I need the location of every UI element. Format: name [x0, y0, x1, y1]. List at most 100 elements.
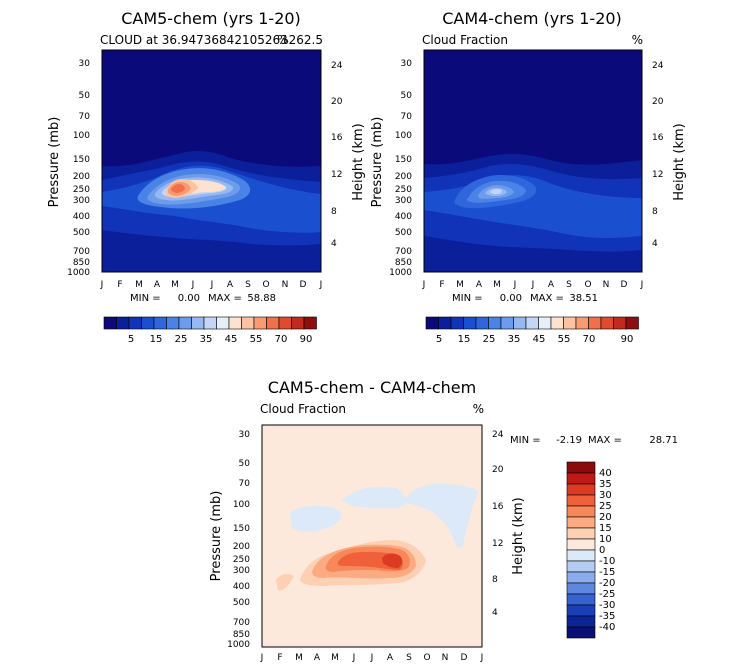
- panel-cam4: CAM4-chem (yrs 1-20) Cloud Fraction % 30…: [370, 9, 687, 345]
- panel3-month-0: J: [260, 653, 264, 663]
- panel1-month-0: J: [100, 280, 104, 290]
- cb2-swatch: [500, 316, 514, 330]
- panel2-ylabel: Pressure (mb): [370, 117, 385, 208]
- panel2-month-1: F: [439, 280, 444, 290]
- panel3-month-5: J: [352, 653, 356, 663]
- panel2-month-ticks: J F M A M J J A S O N D J: [422, 280, 644, 290]
- cb1-swatch: [216, 316, 230, 330]
- cb3-swatch: [566, 472, 596, 485]
- panel2-month-7: A: [548, 280, 555, 290]
- panel-cam5: CAM5-chem (yrs 1-20) CLOUD at 36.9473684…: [47, 9, 366, 345]
- panel2-cb-label-35: 35: [508, 334, 521, 345]
- panel1-month-ticks: J F M A M J J A S O N D J: [100, 280, 323, 290]
- panel1-ptick-150: 150: [73, 155, 90, 165]
- panel2-colorbar: [425, 316, 639, 330]
- panel2-max-label: MAX =: [530, 293, 564, 304]
- cb2-swatch: [425, 316, 439, 330]
- panel2-htick-4: 4: [652, 239, 658, 249]
- cb3-swatch: [566, 516, 596, 529]
- panel2-left-ticks: 30 50 70 100 150 200 250 300 400 500 700…: [389, 59, 412, 278]
- cb3-swatch: [566, 615, 596, 628]
- panel1-month-4: M: [171, 280, 179, 290]
- panel2-cb-label-45: 45: [533, 334, 546, 345]
- cb3-swatch: [566, 593, 596, 606]
- panel3-ptick-850: 850: [233, 630, 250, 640]
- cb3-swatch: [566, 527, 596, 540]
- panel3-right-ticks: 24 20 16 12 8 4: [492, 430, 504, 618]
- panel3-ptick-700: 700: [233, 618, 250, 628]
- panel2-title: CAM4-chem (yrs 1-20): [442, 9, 622, 28]
- panel2-cb-label-25: 25: [483, 334, 496, 345]
- panel1-ptick-400: 400: [73, 212, 90, 222]
- panel1-ptick-850: 850: [73, 258, 90, 268]
- panel2-month-4: M: [493, 280, 501, 290]
- panel1-cb-label-5: 5: [128, 334, 134, 345]
- panel3-cb-label-15: 15: [599, 523, 612, 534]
- panel2-month-6: J: [531, 280, 535, 290]
- cb1-swatch: [228, 316, 242, 330]
- panel3-min-label: MIN =: [510, 435, 541, 446]
- panel2-ptick-500: 500: [395, 228, 412, 238]
- panel1-min-label: MIN =: [130, 293, 161, 304]
- panel3-month-8: S: [406, 653, 412, 663]
- cb3-swatch: [566, 483, 596, 496]
- panel2-max-value: 38.51: [569, 293, 598, 304]
- panel1-htick-4: 4: [331, 239, 337, 249]
- panel2-cb-label-5: 5: [436, 334, 442, 345]
- panel3-month-3: A: [314, 653, 321, 663]
- panel3-cb-label-neg20: -20: [599, 578, 615, 589]
- panel2-month-3: A: [476, 280, 483, 290]
- panel1-ptick-50: 50: [79, 91, 91, 101]
- panel3-cb-label-neg15: -15: [599, 567, 615, 578]
- panel1-ptick-500: 500: [73, 228, 90, 238]
- panel3-month-2: M: [295, 653, 303, 663]
- panel2-y2label: Height (km): [672, 123, 687, 200]
- panel3-htick-16: 16: [492, 502, 504, 512]
- panel3-month-6: J: [370, 653, 374, 663]
- panel1-month-3: A: [154, 280, 161, 290]
- panel2-right-ticks: 24 20 16 12 8 4: [652, 61, 664, 249]
- panel3-contour-field: [262, 425, 482, 647]
- panel2-ptick-200: 200: [395, 172, 412, 182]
- panel1-htick-8: 8: [331, 207, 337, 217]
- cb3-swatch: [566, 582, 596, 595]
- cb2-swatch: [550, 316, 564, 330]
- panel3-htick-4: 4: [492, 608, 498, 618]
- cb1-swatch: [103, 316, 117, 330]
- panel2-subtitle: Cloud Fraction: [422, 33, 508, 47]
- panel3-month-ticks: J F M A M J J A S O N D J: [260, 653, 484, 663]
- cb3-swatch: [566, 461, 596, 474]
- panel2-month-5: J: [513, 280, 517, 290]
- panel2-ptick-400: 400: [395, 212, 412, 222]
- panel3-ptick-70: 70: [239, 479, 251, 489]
- panel3-colorbar-labels: 40 35 30 25 20 15 10 0 -10 -15 -20 -25 -…: [599, 468, 615, 633]
- panel1-left-ticks: 30 50 70 100 150 200 250 300 400 500 700…: [67, 59, 90, 278]
- panel3-month-11: D: [461, 653, 468, 663]
- cb2-swatch: [525, 316, 539, 330]
- panel2-month-2: M: [456, 280, 464, 290]
- cb3-swatch: [566, 494, 596, 507]
- panel1-max-label: MAX =: [208, 293, 242, 304]
- panel3-cb-label-0: 0: [599, 545, 605, 556]
- cb1-swatch: [266, 316, 280, 330]
- panel2-htick-20: 20: [652, 97, 664, 107]
- panel3-month-7: A: [387, 653, 394, 663]
- panel3-ptick-1000: 1000: [227, 640, 250, 650]
- cb2-swatch: [488, 316, 502, 330]
- panel1-y2label: Height (km): [351, 123, 366, 200]
- panel3-htick-12: 12: [492, 539, 503, 549]
- cb2-swatch: [588, 316, 602, 330]
- panel2-htick-24: 24: [652, 61, 664, 71]
- panel1-cb-label-55: 55: [250, 334, 263, 345]
- panel2-ptick-150: 150: [395, 155, 412, 165]
- panel2-cb-label-90: 90: [621, 334, 634, 345]
- panel3-cb-label-neg25: -25: [599, 589, 615, 600]
- panel1-month-12: J: [319, 280, 323, 290]
- panel2-htick-12: 12: [652, 170, 663, 180]
- cb2-swatch: [463, 316, 477, 330]
- panel3-title: CAM5-chem - CAM4-chem: [268, 378, 476, 397]
- panel1-ptick-200: 200: [73, 172, 90, 182]
- panel2-month-9: O: [584, 280, 591, 290]
- cb1-swatch: [153, 316, 167, 330]
